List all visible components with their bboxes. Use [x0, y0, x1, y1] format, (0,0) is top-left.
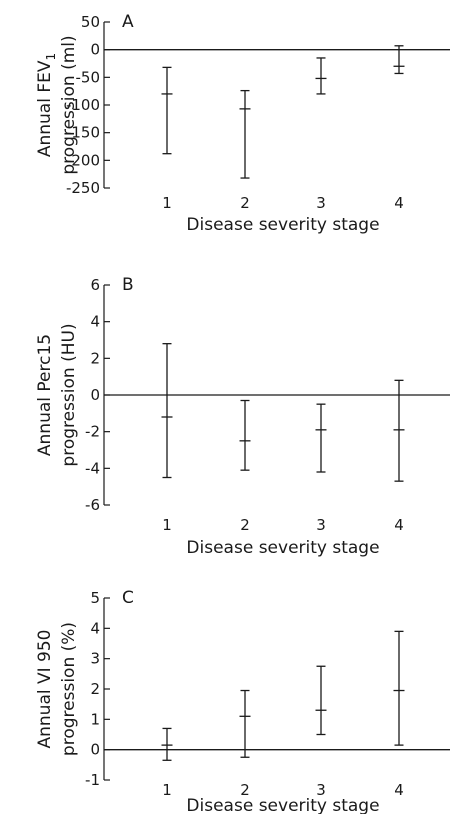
y-tick-label: 4: [90, 313, 100, 331]
error-bar: [161, 66, 173, 155]
x-tick-label: 4: [394, 781, 404, 799]
y-tick-label: 4: [90, 619, 100, 637]
panel-letter: C: [122, 588, 134, 608]
y-tick-label: 0: [90, 41, 100, 59]
x-axis-title: Disease severity stage: [186, 538, 379, 558]
x-tick-label: 2: [240, 194, 250, 212]
y-tick-label: 0: [90, 741, 100, 759]
y-tick-label: 6: [90, 276, 100, 294]
y-axis-title-line1: Annual Perc15: [35, 334, 55, 456]
y-tick-label: -2: [85, 423, 100, 441]
y-tick-label: -250: [66, 179, 100, 197]
y-tick-label: -1: [85, 771, 100, 789]
y-tick-label: 50: [81, 13, 100, 31]
y-tick-label: -150: [66, 124, 100, 142]
error-bar: [393, 379, 405, 482]
x-tick-label: 1: [162, 516, 172, 534]
panel-letter: B: [122, 275, 134, 295]
panel-b: 6 4 2 0 -2 -4 -6 B 1 2 3 4 Disease severity stage Ann…: [35, 275, 450, 558]
y-tick-label: 2: [90, 680, 100, 698]
y-tick-label: -6: [85, 496, 100, 514]
y-tick-label: 2: [90, 349, 100, 367]
y-tick-label: -4: [85, 459, 100, 477]
x-axis-title: Disease severity stage: [186, 215, 379, 235]
error-bar: [315, 57, 327, 95]
x-tick-label: 2: [240, 516, 250, 534]
error-bar: [315, 665, 327, 736]
y-axis-title-line1: Annual VI 950: [35, 630, 55, 749]
y-axis-title-line2: progression (ml): [59, 35, 79, 174]
x-axis-title: Disease severity stage: [186, 796, 379, 814]
error-bar: [393, 630, 405, 746]
error-bar: [161, 343, 173, 479]
y-tick-label: 5: [90, 589, 100, 607]
y-tick-label: -200: [66, 151, 100, 169]
x-tick-label: 1: [162, 781, 172, 799]
error-bar: [393, 45, 405, 75]
x-tick-label: 4: [394, 516, 404, 534]
y-axis-title-subscript: 1: [44, 53, 58, 61]
y-tick-label: 0: [90, 386, 100, 404]
error-bar: [315, 403, 327, 473]
panel-letter: A: [122, 12, 134, 32]
x-tick-label: 1: [162, 194, 172, 212]
x-tick-label: 4: [394, 194, 404, 212]
error-bar: [239, 89, 251, 179]
x-tick-label: 3: [316, 781, 326, 799]
x-tick-label: 3: [316, 194, 326, 212]
y-tick-label: 1: [90, 710, 100, 728]
x-tick-label: 2: [240, 781, 250, 799]
y-axis-title-line2: progression (%): [59, 622, 79, 756]
panel-a: 50 0 -50 -100 -150 -200 -250 A 1 2 3 4 Disease sever…: [35, 12, 450, 235]
x-tick-label: 3: [316, 516, 326, 534]
error-bar: [239, 399, 251, 471]
y-tick-label: -50: [76, 68, 101, 86]
y-tick-label: 3: [90, 650, 100, 668]
y-axis-title-text: Annual Perc15: [35, 334, 55, 456]
panel-c: 5 4 3 2 1 0 -1 C 1 2 3 4 Disease severity stage Annua…: [35, 588, 450, 814]
y-axis-title-text: Annual VI 950: [35, 630, 55, 749]
y-tick-label: -100: [66, 96, 100, 114]
y-axis-title-line1: Annual FEV1: [35, 53, 58, 157]
error-bar: [161, 727, 173, 761]
error-bar: [239, 689, 251, 758]
y-axis-title-line2: progression (HU): [59, 323, 79, 466]
y-axis-title-text: Annual FEV: [35, 60, 55, 157]
